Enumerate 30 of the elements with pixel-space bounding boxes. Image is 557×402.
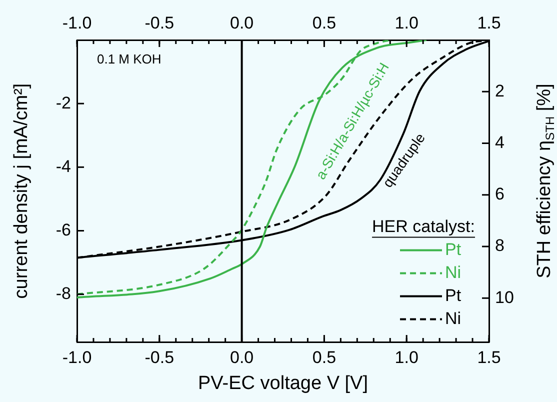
annotation: 0.1 M KOH — [97, 52, 162, 67]
legend-label: Ni — [445, 308, 462, 328]
x2-tick-label: 1.5 — [477, 13, 501, 32]
legend-label: Ni — [445, 262, 462, 282]
x2-tick-label: -1.0 — [62, 13, 92, 32]
y-axis-title: current density j [mA/cm²] — [11, 83, 32, 299]
y-tick-label: -2 — [56, 93, 71, 112]
y2-tick-label: 2 — [495, 81, 504, 100]
x-tick-label: -1.0 — [62, 348, 92, 367]
y-tick-label: -4 — [56, 156, 71, 176]
x-tick-label: 1.0 — [394, 348, 418, 367]
y2-tick-label: 8 — [495, 236, 504, 256]
legend-label: Pt — [445, 240, 462, 259]
y-tick-label: -8 — [56, 284, 71, 304]
y2-tick-label: 4 — [495, 132, 504, 152]
x2-tick-label: 0.0 — [230, 13, 254, 32]
x2-tick-label: -0.5 — [144, 13, 174, 32]
y2-tick-label: 6 — [495, 184, 504, 204]
y2-tick-label: 10 — [495, 288, 514, 307]
x-tick-label: 1.5 — [477, 348, 501, 367]
x-axis-title: PV-EC voltage V [V] — [198, 373, 368, 394]
legend-title: HER catalyst: — [372, 216, 475, 236]
x-tick-label: 0.0 — [230, 348, 254, 367]
y2-axis-title: STH efficiency ηSTH [%] — [534, 84, 557, 278]
x2-tick-label: 1.0 — [394, 13, 418, 32]
y-tick-label: -6 — [56, 220, 71, 240]
x-tick-label: -0.5 — [144, 348, 174, 367]
x-tick-label: 0.5 — [312, 348, 336, 367]
legend-label: Pt — [445, 286, 462, 305]
x2-tick-label: 0.5 — [312, 13, 336, 32]
